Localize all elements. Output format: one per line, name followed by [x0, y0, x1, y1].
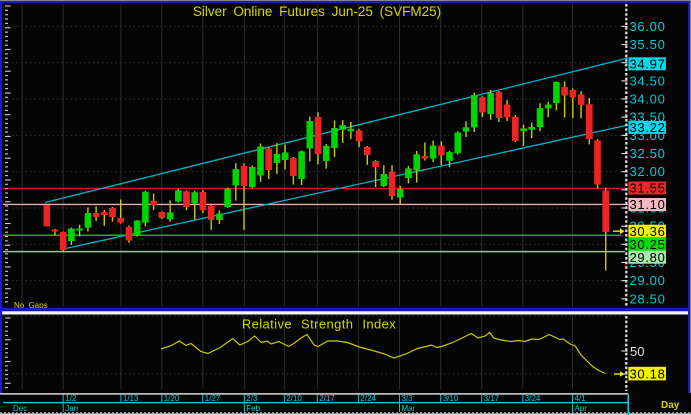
svg-text:30.18: 30.18: [630, 366, 666, 381]
svg-text:Apr: Apr: [575, 404, 588, 413]
svg-text:30.36: 30.36: [630, 224, 666, 239]
svg-text:3/24: 3/24: [525, 394, 541, 403]
svg-text:4/1: 4/1: [575, 394, 587, 403]
svg-text:31.10: 31.10: [630, 197, 666, 212]
svg-text:30.25: 30.25: [630, 237, 666, 252]
svg-text:28.50: 28.50: [630, 291, 666, 306]
svg-text:34.50: 34.50: [630, 73, 666, 88]
svg-text:Jan: Jan: [65, 404, 78, 413]
svg-text:Relative Strength Index: Relative Strength Index: [242, 317, 396, 332]
svg-text:29.00: 29.00: [630, 273, 666, 288]
svg-text:1/13: 1/13: [123, 394, 139, 403]
svg-text:Day: Day: [661, 400, 680, 411]
svg-text:34.00: 34.00: [630, 92, 666, 107]
svg-text:Feb: Feb: [246, 404, 260, 413]
svg-text:2/24: 2/24: [360, 394, 376, 403]
svg-text:Dec: Dec: [13, 404, 27, 413]
svg-text:1/2: 1/2: [65, 394, 77, 403]
svg-text:32.50: 32.50: [630, 146, 666, 161]
svg-text:3/17: 3/17: [484, 394, 500, 403]
svg-text:2/17: 2/17: [319, 394, 335, 403]
svg-text:3/10: 3/10: [443, 394, 459, 403]
svg-text:35.50: 35.50: [630, 37, 666, 52]
svg-text:No Gaps: No Gaps: [14, 301, 48, 310]
svg-text:3/3: 3/3: [402, 394, 414, 403]
svg-text:1/20: 1/20: [164, 394, 180, 403]
svg-text:Mar: Mar: [402, 404, 416, 413]
svg-text:32.00: 32.00: [630, 164, 666, 179]
svg-text:50: 50: [630, 344, 644, 359]
svg-text:36.00: 36.00: [630, 19, 666, 34]
svg-text:2/10: 2/10: [286, 394, 302, 403]
svg-text:29.80: 29.80: [630, 250, 666, 265]
svg-text:34.97: 34.97: [630, 57, 666, 72]
svg-text:1/27: 1/27: [205, 394, 221, 403]
svg-text:33.22: 33.22: [630, 120, 666, 135]
svg-text:Silver Online Futures Jun-25 (: Silver Online Futures Jun-25 (SVFM25): [193, 4, 441, 19]
svg-text:2/3: 2/3: [246, 394, 258, 403]
svg-text:31.55: 31.55: [630, 181, 666, 196]
